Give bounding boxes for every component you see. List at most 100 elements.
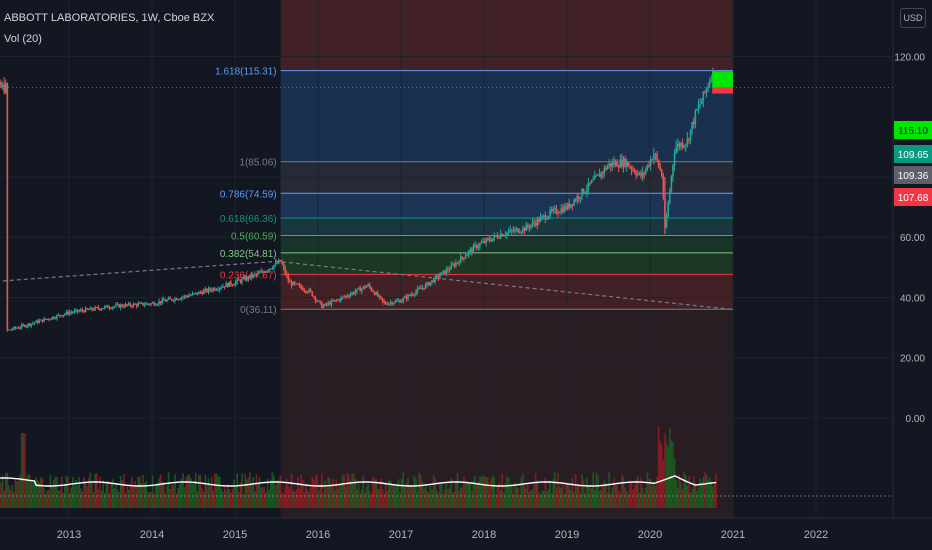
volume-bar [649, 478, 652, 508]
candle-body [474, 244, 476, 246]
candle-body [376, 292, 379, 297]
price-label-bg[interactable] [894, 166, 932, 184]
candle-body [215, 289, 218, 291]
volume-bar [394, 486, 397, 508]
currency-button[interactable]: USD [900, 8, 926, 28]
time-axis[interactable]: 2013 2014 2015 2016 2017 2018 2019 2020 2021 2022 [0, 517, 932, 550]
fib-level-label: 0.786(74.59) [220, 189, 277, 200]
volume-bar [380, 478, 382, 508]
candle-body [252, 274, 254, 278]
volume-bar [28, 474, 31, 508]
candle-body [459, 256, 462, 264]
volume-bar [429, 484, 432, 508]
volume-bar [550, 493, 553, 508]
volume-bar [76, 485, 79, 508]
volume-bar [346, 473, 349, 508]
time-tick-label[interactable]: 2014 [140, 529, 164, 541]
volume-bar [667, 447, 669, 508]
candle-body [38, 320, 41, 323]
volume-bar [463, 476, 465, 508]
volume-bar [593, 490, 596, 508]
price-label-bg[interactable] [894, 188, 932, 206]
volume-bar [589, 488, 591, 508]
candle-body [140, 302, 143, 304]
stop-zone[interactable] [712, 87, 733, 94]
fib-level-label: 0.5(60.59) [231, 231, 277, 242]
dashed-trend-line[interactable] [0, 260, 734, 311]
candle-body [507, 231, 510, 233]
price-label-bg[interactable] [894, 121, 932, 139]
volume-bar [247, 477, 250, 508]
trend-line[interactable] [0, 260, 734, 311]
chart-title: ABBOTT LABORATORIES, 1W, Cboe BZX [4, 12, 215, 24]
time-tick-label[interactable]: 2022 [804, 529, 828, 541]
volume-bar [704, 472, 706, 508]
volume-bar [619, 493, 622, 508]
volume-bar [255, 473, 258, 508]
candle-body [554, 208, 556, 210]
volume-bar [12, 492, 15, 508]
volume-bar [491, 475, 494, 508]
volume-bar [699, 478, 701, 508]
candle-body [172, 300, 175, 302]
time-tick-label[interactable]: 2019 [555, 529, 579, 541]
time-tick-label[interactable]: 2015 [223, 529, 247, 541]
time-tick-label[interactable]: 2017 [389, 529, 413, 541]
candle-body [244, 277, 247, 281]
candle-body [87, 309, 90, 311]
candle-body [65, 311, 68, 314]
volume-bar [648, 478, 650, 508]
volume-bar [24, 433, 26, 508]
time-tick-label[interactable]: 2016 [306, 529, 330, 541]
candle-body [279, 260, 282, 262]
candle-body [512, 230, 515, 232]
volume-bar [710, 482, 713, 508]
candle-body [445, 269, 448, 274]
price-axis[interactable]: 140.00120.0080.0060.0040.0020.000.00115.… [892, 0, 932, 520]
volume-bar [557, 473, 559, 508]
candle-body [139, 302, 141, 304]
volume-bar [562, 484, 564, 508]
candle-body [344, 295, 347, 297]
volume-bar [30, 481, 33, 508]
volume-indicator-label[interactable]: Vol (20) [4, 33, 42, 45]
candle-body [76, 309, 79, 312]
volume-bar [321, 473, 323, 508]
candle-body [148, 303, 151, 305]
time-tick-label[interactable]: 2013 [57, 529, 81, 541]
volume-bar [289, 488, 291, 508]
time-tick-label[interactable]: 2020 [638, 529, 662, 541]
candle-body [483, 241, 486, 243]
candle-body [32, 323, 34, 325]
candle-body [48, 318, 50, 320]
candle-body [471, 249, 473, 252]
candle-body [253, 274, 256, 276]
candle-body [418, 288, 420, 290]
volume-bar [214, 473, 216, 508]
candle-body [327, 302, 330, 305]
candle-body [250, 274, 253, 278]
candle-body [590, 180, 593, 184]
volume-bar [471, 491, 473, 508]
volume-bar [343, 475, 345, 508]
volume-bar [378, 489, 381, 508]
volume-bar [402, 472, 405, 508]
volume-bar [218, 476, 221, 508]
time-tick-label[interactable]: 2018 [472, 529, 496, 541]
volume-bar [244, 473, 247, 508]
volume-bar [268, 489, 270, 508]
candle-body [447, 269, 449, 271]
target-zone[interactable] [712, 71, 733, 88]
volume-bar [115, 483, 117, 508]
candle-body [544, 215, 547, 220]
volume-bar [46, 490, 49, 508]
volume-bar [348, 474, 350, 508]
volume-bar [458, 490, 460, 508]
position-tool[interactable] [0, 71, 893, 94]
candle-body [621, 159, 623, 167]
time-tick-label[interactable]: 2021 [721, 529, 745, 541]
candle-body [111, 306, 114, 309]
candle-body [396, 300, 398, 302]
price-label-bg[interactable] [894, 145, 932, 163]
